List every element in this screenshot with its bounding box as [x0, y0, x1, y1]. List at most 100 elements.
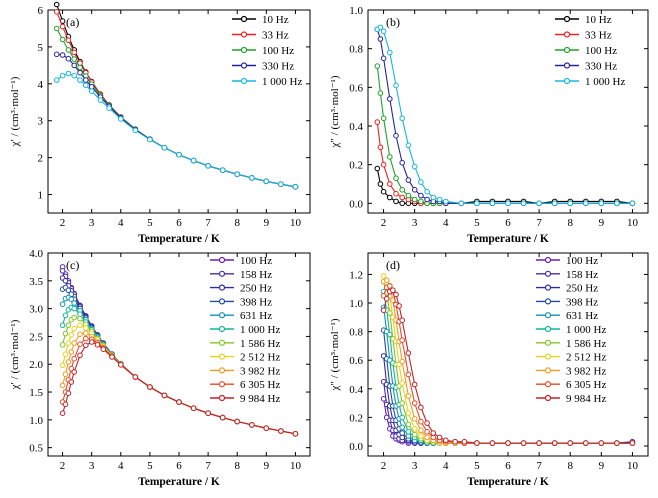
data-point [71, 72, 77, 79]
data-point [424, 188, 430, 195]
legend-label: 631 Hz [240, 310, 272, 322]
legend-swatch-marker [544, 284, 552, 291]
data-point [77, 322, 83, 329]
data-point [405, 192, 412, 199]
legend-swatch-marker [240, 46, 248, 54]
data-point [567, 200, 574, 207]
data-point [418, 404, 424, 411]
data-point [53, 1, 60, 8]
y-tick-label: 0.8 [349, 44, 363, 56]
y-tick-label: 6 [38, 5, 44, 17]
legend-label: 398 Hz [566, 296, 598, 308]
data-point [399, 337, 406, 344]
legend-swatch-marker [218, 256, 226, 264]
data-point [387, 194, 393, 201]
x-tick-label: 10 [627, 460, 639, 472]
legend-swatch-marker [544, 256, 552, 264]
data-point [393, 190, 399, 197]
legend-swatch-marker [544, 367, 552, 374]
data-point [83, 325, 89, 331]
data-point [263, 425, 270, 432]
x-axis-title: Temperature / K [138, 476, 220, 488]
panel-d: 2 3 4 5 6 7 8 9 10 0.0 0.2 0.4 0.6 0.8 1.0 1.2 Temperatu… [329, 252, 649, 488]
x-tick-label: 8 [567, 217, 573, 229]
data-point [278, 181, 284, 187]
data-point [147, 384, 153, 390]
data-point [83, 82, 89, 89]
data-point [520, 200, 527, 207]
data-point [263, 178, 270, 185]
legend-label: 10 Hz [585, 14, 612, 26]
data-point [399, 414, 406, 421]
y-tick-label: 0.6 [349, 82, 363, 94]
x-tick-label: 2 [60, 217, 66, 229]
data-point [411, 431, 418, 438]
x-tick-label: 10 [627, 217, 639, 229]
data-point [380, 28, 387, 35]
data-point [380, 115, 387, 122]
legend-swatch-marker [218, 270, 226, 277]
x-tick-label: 4 [443, 217, 449, 229]
x-tick-label: 5 [474, 217, 480, 229]
data-point [71, 314, 77, 321]
data-point [418, 179, 424, 185]
data-point [399, 380, 406, 386]
legend-swatch-marker [544, 394, 552, 402]
y-tick-label: 0.2 [349, 160, 363, 172]
series-line [56, 28, 296, 188]
data-point [62, 351, 69, 358]
legend-swatch-marker [544, 381, 552, 388]
data-point [405, 428, 412, 435]
data-point [380, 307, 387, 314]
legend-swatch-marker [544, 298, 552, 305]
legend-swatch-marker [544, 312, 552, 319]
data-point [59, 23, 66, 30]
data-point [71, 49, 77, 56]
legend-label: 9 984 Hz [240, 393, 280, 405]
data-point [77, 77, 83, 83]
legend-swatch-marker [240, 62, 248, 69]
legend-label: 1 000 Hz [566, 324, 606, 336]
series [374, 24, 636, 207]
data-point [399, 187, 406, 193]
x-tick-label: 2 [381, 460, 387, 472]
x-tick-label: 10 [290, 217, 302, 229]
x-tick-label: 3 [412, 217, 418, 229]
data-point [65, 55, 72, 62]
y-tick-label: 4.0 [29, 248, 43, 260]
data-point [100, 346, 107, 353]
data-point [374, 63, 381, 69]
x-tick-label: 8 [234, 217, 240, 229]
data-point [53, 51, 60, 58]
data-point [97, 97, 104, 103]
data-point [411, 187, 418, 193]
legend-swatch-marker [563, 46, 571, 54]
data-point [489, 440, 496, 446]
data-point [390, 287, 396, 294]
data-point [83, 342, 89, 349]
x-tick-label: 7 [205, 217, 211, 229]
x-axis-title: Temperature / K [467, 476, 549, 488]
data-point [62, 278, 69, 284]
legend-swatch-marker [218, 284, 226, 291]
y-tick-label: 0.2 [349, 412, 363, 424]
data-point [106, 105, 112, 111]
data-point [205, 410, 211, 417]
data-point [380, 55, 387, 62]
legend-label: 250 Hz [240, 283, 272, 295]
data-point [219, 414, 226, 421]
y-tick-label: 3 [38, 116, 44, 128]
panel-label: (b) [386, 15, 400, 29]
data-point [147, 136, 153, 143]
data-point [59, 36, 66, 43]
x-axis-title: Temperature / K [138, 233, 220, 245]
data-point [474, 440, 480, 446]
data-point [387, 283, 393, 289]
data-point [387, 310, 393, 316]
x-tick-label: 2 [60, 460, 66, 472]
data-point [132, 127, 139, 134]
y-tick-label: 5 [38, 42, 44, 54]
legend-swatch-marker [218, 353, 226, 360]
data-point [161, 144, 168, 151]
data-point [377, 90, 384, 96]
